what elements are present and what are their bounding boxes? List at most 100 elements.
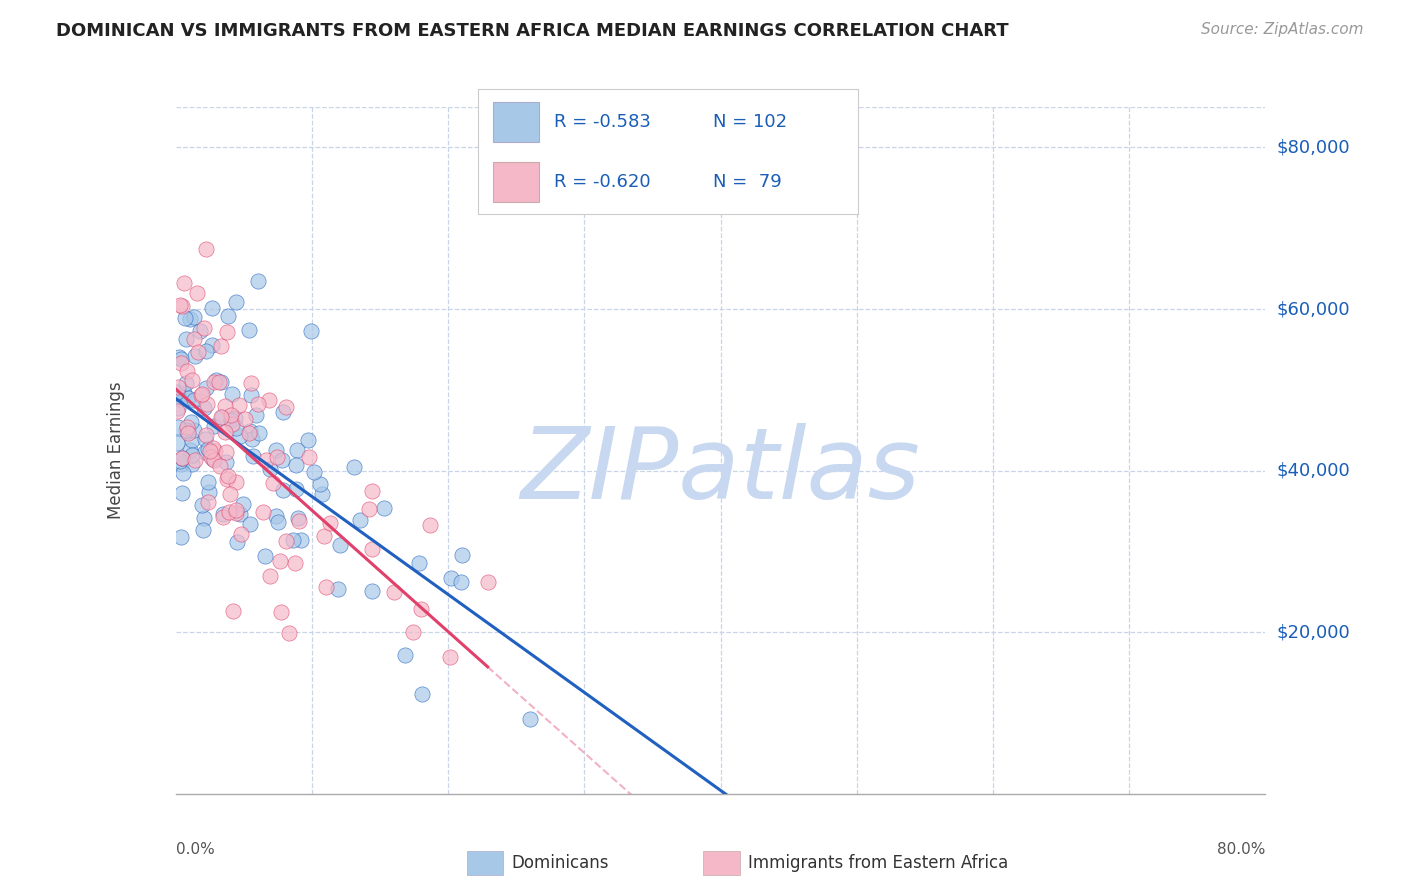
Text: N = 102: N = 102: [713, 112, 787, 130]
Text: Immigrants from Eastern Africa: Immigrants from Eastern Africa: [748, 854, 1008, 872]
Point: [319, 516, 342, 531]
Point: [177, 392, 200, 406]
Point: [290, 533, 312, 547]
Text: R = -0.620: R = -0.620: [554, 173, 651, 191]
Point: [169, 298, 191, 312]
Point: [169, 392, 191, 406]
Point: [225, 535, 247, 549]
Point: [183, 392, 205, 407]
Point: [174, 423, 197, 437]
Point: [285, 442, 308, 457]
Bar: [703, 851, 740, 875]
Point: [402, 624, 425, 639]
Text: N =  79: N = 79: [713, 173, 782, 191]
Point: [193, 321, 215, 335]
Point: [224, 411, 246, 425]
Point: [197, 475, 219, 489]
Point: [194, 432, 217, 446]
Point: [239, 517, 262, 532]
Point: [309, 477, 332, 491]
Point: [225, 294, 247, 309]
Point: [173, 386, 195, 401]
Point: [197, 485, 219, 500]
Point: [214, 454, 236, 468]
Point: [281, 533, 304, 547]
Point: [269, 554, 291, 568]
Point: [174, 376, 197, 390]
Point: [217, 309, 239, 323]
Point: [259, 569, 281, 583]
Point: [201, 441, 224, 455]
Bar: [494, 161, 538, 202]
Point: [184, 452, 207, 467]
Point: [204, 444, 226, 458]
Point: [288, 514, 311, 528]
Point: [262, 475, 284, 490]
Point: [211, 410, 233, 425]
Point: [219, 408, 242, 422]
Point: [343, 459, 366, 474]
Point: [408, 556, 430, 570]
Point: [195, 343, 218, 358]
Point: [302, 465, 325, 479]
Point: [212, 508, 235, 522]
Point: [314, 529, 336, 543]
Point: [194, 428, 217, 442]
Point: [232, 497, 254, 511]
Point: [225, 503, 247, 517]
Point: [360, 483, 382, 498]
Point: [349, 513, 371, 527]
Point: [228, 398, 250, 412]
Point: [188, 324, 211, 338]
Point: [276, 534, 298, 549]
Text: 80.0%: 80.0%: [1218, 842, 1265, 857]
Point: [271, 405, 294, 419]
Text: R = -0.583: R = -0.583: [554, 112, 651, 130]
Point: [287, 511, 309, 525]
Point: [409, 602, 432, 616]
Point: [252, 505, 274, 519]
Point: [201, 301, 224, 315]
Text: $60,000: $60,000: [1277, 300, 1350, 318]
Point: [169, 457, 191, 471]
Point: [179, 443, 201, 458]
Point: [217, 472, 239, 486]
Point: [177, 425, 200, 440]
Point: [202, 451, 225, 466]
Point: [170, 352, 193, 367]
Point: [166, 380, 188, 394]
Text: DOMINICAN VS IMMIGRANTS FROM EASTERN AFRICA MEDIAN EARNINGS CORRELATION CHART: DOMINICAN VS IMMIGRANTS FROM EASTERN AFR…: [56, 22, 1010, 40]
Point: [217, 468, 239, 483]
Point: [212, 509, 235, 524]
Point: [167, 351, 190, 365]
Point: [181, 457, 204, 471]
Point: [201, 337, 224, 351]
Point: [209, 339, 232, 353]
Point: [259, 462, 281, 476]
Point: [209, 375, 232, 389]
Point: [267, 515, 290, 529]
Point: [215, 445, 238, 459]
Point: [247, 274, 270, 288]
Point: [271, 453, 294, 467]
Text: $20,000: $20,000: [1277, 624, 1350, 641]
Point: [411, 687, 433, 701]
Point: [197, 442, 219, 456]
Point: [173, 277, 195, 291]
Point: [166, 404, 188, 418]
Point: [221, 386, 243, 401]
Point: [225, 420, 247, 434]
Point: [221, 604, 243, 618]
Point: [228, 429, 250, 443]
Point: [373, 501, 395, 516]
Point: [238, 426, 260, 441]
Point: [197, 495, 219, 509]
Point: [257, 393, 280, 408]
Point: [195, 381, 218, 395]
Point: [276, 400, 298, 414]
Point: [200, 450, 222, 465]
Point: [198, 444, 221, 458]
Point: [179, 312, 201, 326]
Text: $40,000: $40,000: [1277, 462, 1350, 480]
Point: [394, 648, 416, 662]
